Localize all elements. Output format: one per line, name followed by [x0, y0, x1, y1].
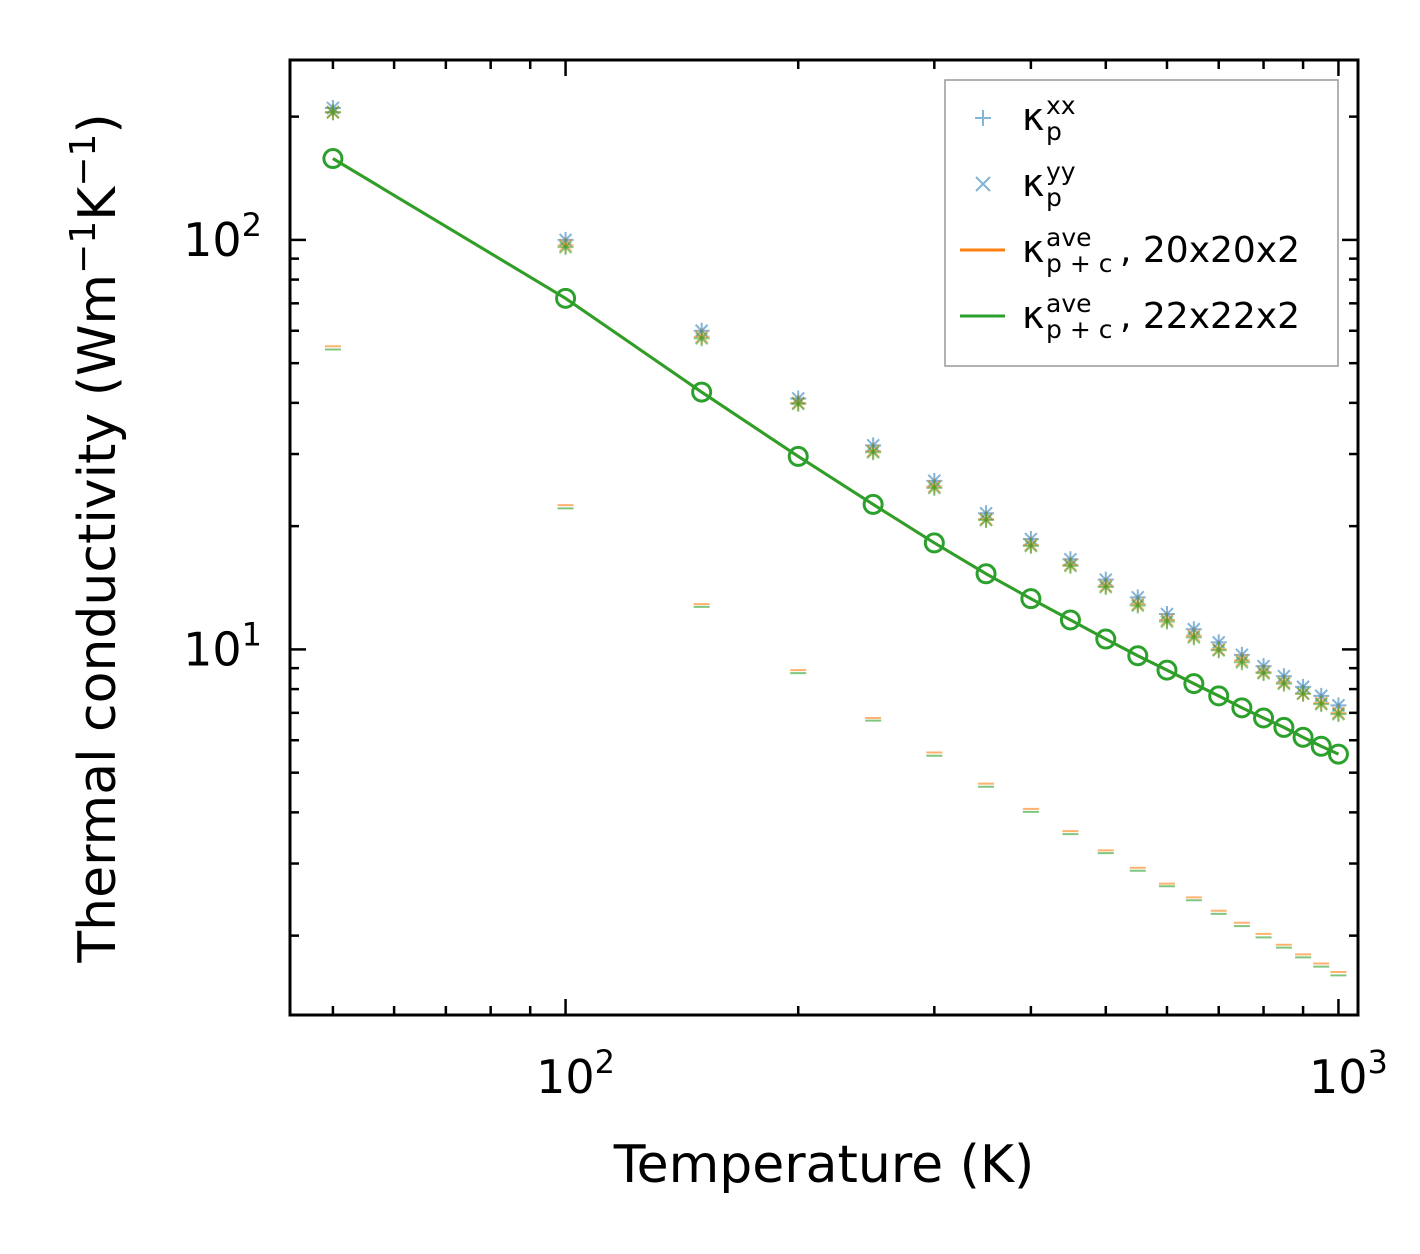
series-22x22x2-kp-yy [326, 105, 1346, 721]
legend-superscript: ave [1046, 223, 1092, 252]
data-point-circle [555, 287, 577, 309]
series-20x20x2-coherent [324, 345, 1347, 974]
series-line [332, 157, 1340, 756]
x-tick-label: 102 [536, 1043, 615, 1104]
data-point-x [866, 445, 880, 459]
legend-subscript: p [1046, 117, 1062, 146]
data-point-circle [1208, 685, 1230, 707]
x-tick-label-base: 10 [1309, 1050, 1368, 1104]
data-point-circle [975, 563, 997, 585]
data-point-circle [1273, 716, 1295, 738]
data-point-x [927, 481, 942, 495]
data-point-circle [1253, 707, 1275, 729]
y-axis-label-end: ) [68, 113, 128, 133]
data-point-circle [1095, 628, 1117, 650]
data-point-circle [1310, 735, 1332, 757]
data-point-circle [1020, 588, 1042, 610]
data-point-circle [1059, 609, 1081, 631]
data-point-circle [1231, 697, 1253, 719]
data-point-x [558, 240, 573, 254]
legend-subscript: p + c [1046, 315, 1112, 344]
y-tick-label-exp: 2 [242, 206, 262, 244]
legend-symbol: κ [1022, 293, 1044, 337]
data-point-x [1235, 655, 1249, 670]
data-point-x [1131, 598, 1145, 613]
data-point-x [1296, 686, 1310, 701]
data-point-x [791, 397, 805, 411]
y-axis-label-unit: K [68, 185, 128, 221]
data-point-x [979, 513, 993, 527]
legend-symbol: κ [1022, 95, 1044, 139]
y-axis-label-main: Thermal conductivity (Wm [68, 274, 128, 964]
data-point-x [1063, 559, 1078, 573]
legend-suffix: , 22x22x2 [1120, 296, 1300, 337]
legend-symbol: κ [1022, 227, 1044, 271]
data-point-circle [1327, 743, 1349, 765]
legend-marker-x [975, 176, 991, 192]
data-marks [322, 99, 1349, 977]
data-point-circle [1156, 659, 1178, 681]
data-point-x [1314, 697, 1328, 711]
legend-box [944, 79, 1339, 367]
data-point-circle [923, 532, 945, 554]
x-tick-label-exp: 2 [595, 1043, 615, 1081]
legend-entry: κ yyp [975, 157, 1076, 212]
series-22x22x2-coherent [324, 348, 1347, 977]
legend-entry: κ xxp [975, 91, 1076, 146]
y-tick-label: 102 [183, 206, 262, 267]
y-tick-label-base: 10 [183, 622, 242, 676]
y-tick-label: 101 [183, 615, 262, 676]
legend-marker-plus [975, 110, 991, 126]
x-tick-label: 103 [1309, 1043, 1388, 1104]
data-point-x [326, 105, 340, 119]
data-point-x [1187, 630, 1201, 645]
legend-symbol: κ [1022, 161, 1044, 205]
data-point-circle [1292, 726, 1314, 748]
data-point-x [694, 331, 709, 346]
x-tick-label-base: 10 [536, 1050, 595, 1104]
data-point-circle [322, 148, 344, 170]
legend-subscript: p + c [1046, 249, 1112, 278]
data-point-circle [1127, 645, 1149, 667]
legend-superscript: yy [1046, 157, 1076, 186]
legend-suffix: , 20x20x2 [1120, 230, 1300, 271]
data-point-x [1099, 580, 1113, 594]
data-point-x [1212, 643, 1226, 658]
data-point-circle [1183, 673, 1205, 695]
data-point-x [1331, 707, 1346, 721]
data-point-x [1256, 666, 1271, 680]
y-axis-label-exp1: −1 [63, 221, 104, 274]
data-point-x [1277, 676, 1291, 691]
legend-superscript: xx [1046, 91, 1076, 120]
y-tick-label-exp: 1 [242, 615, 262, 653]
y-axis-label-exp2: −1 [63, 134, 104, 187]
legend-subscript: p [1046, 183, 1062, 212]
data-point-circle [691, 381, 713, 403]
data-point-circle [787, 445, 809, 467]
legend-superscript: ave [1046, 289, 1092, 318]
x-tick-label-exp: 3 [1368, 1043, 1388, 1081]
data-point-x [1024, 539, 1038, 553]
plot-frame [288, 58, 1360, 1017]
y-axis-label: Thermal conductivity (Wm−1K−1) [63, 113, 128, 963]
y-tick-label-base: 10 [183, 213, 242, 267]
x-axis-label: Temperature (K) [613, 1135, 1035, 1195]
data-point-circle [862, 493, 884, 515]
series-kp-c-ave-22x22x2 [322, 148, 1349, 765]
data-point-x [1160, 614, 1174, 629]
